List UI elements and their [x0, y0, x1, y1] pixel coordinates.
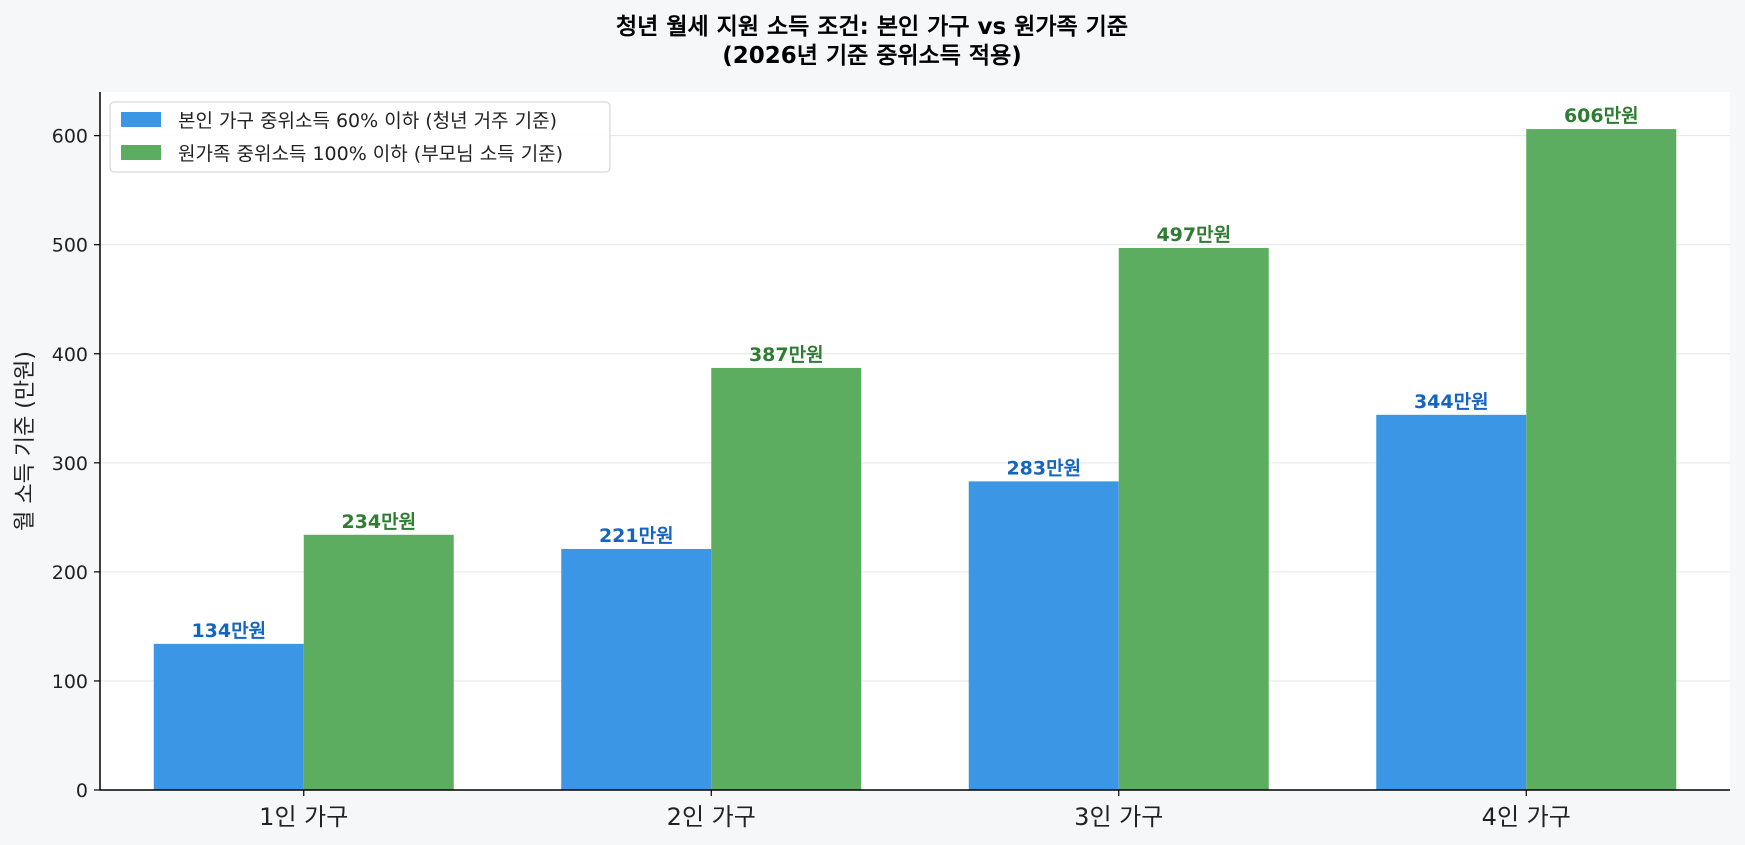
bar [1526, 129, 1677, 791]
bar [561, 548, 712, 790]
bar-value-label: 283만원 [1006, 457, 1081, 479]
bar-value-label: 134만원 [191, 620, 266, 642]
bar [1118, 247, 1269, 791]
bar-value-label: 221만원 [599, 525, 674, 547]
y-ticks: 0 100 200 300 400 500 600 [52, 126, 100, 802]
bar [1376, 414, 1527, 790]
bar [303, 534, 454, 790]
x-ticks: 1인 가구 2인 가구 3인 가구 4인 가구 [259, 790, 1571, 831]
bar [153, 643, 304, 790]
y-tick-label: 100 [52, 671, 88, 693]
y-tick-label: 600 [52, 126, 88, 148]
legend-box [109, 101, 611, 173]
x-tick-label: 4인 가구 [1482, 803, 1571, 831]
legend-swatch-series-1 [121, 112, 161, 127]
y-tick-label: 0 [76, 780, 88, 802]
bar-value-label: 387만원 [749, 344, 824, 366]
bar [968, 481, 1119, 790]
bar-value-label: 344만원 [1414, 391, 1489, 413]
y-tick-label: 300 [52, 453, 88, 475]
chart-title-line2: (2026년 기준 중위소득 적용) [722, 43, 1022, 69]
legend-label-series-2: 원가족 중위소득 100% 이하 (부모님 소득 기준) [178, 143, 563, 165]
bar-value-label: 606만원 [1564, 105, 1639, 127]
legend: 본인 가구 중위소득 60% 이하 (청년 거주 기준) 원가족 중위소득 10… [109, 101, 611, 173]
legend-swatch-series-2 [121, 145, 161, 160]
chart-title-line1: 청년 월세 지원 소득 조건: 본인 가구 vs 원가족 기준 [616, 14, 1128, 40]
y-tick-label: 500 [52, 235, 88, 257]
bar-value-label: 497만원 [1156, 224, 1231, 246]
x-tick-label: 3인 가구 [1074, 803, 1163, 831]
x-tick-label: 1인 가구 [259, 803, 348, 831]
y-tick-label: 200 [52, 562, 88, 584]
y-axis-label: 월 소득 기준 (만원) [13, 351, 38, 531]
x-tick-label: 2인 가구 [667, 803, 756, 831]
y-tick-label: 400 [52, 344, 88, 366]
value-labels: 134만원 234만원 221만원 387만원 283만원 497만원 344만원 606만원 [191, 105, 1638, 642]
legend-label-series-1: 본인 가구 중위소득 60% 이하 (청년 거주 기준) [178, 110, 557, 132]
bar [711, 367, 862, 790]
bar-value-label: 234만원 [341, 511, 416, 533]
bars [153, 129, 1677, 791]
axes [99, 92, 1730, 791]
